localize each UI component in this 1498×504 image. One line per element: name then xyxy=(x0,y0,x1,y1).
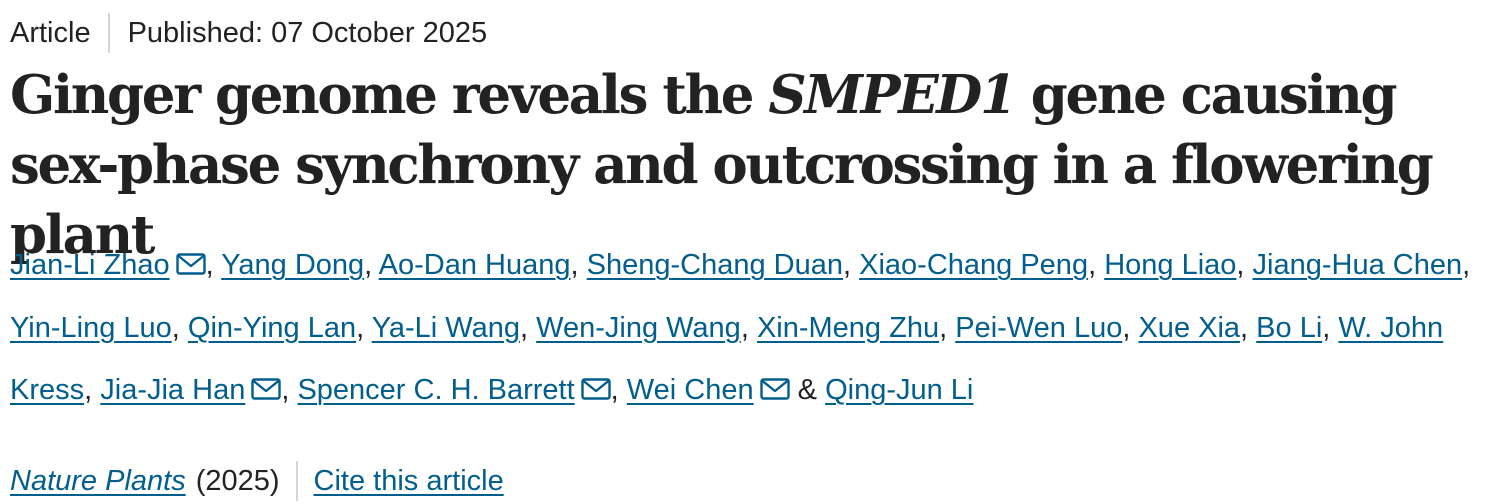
mail-icon[interactable] xyxy=(175,253,206,275)
title-gene-name: SMPED1 xyxy=(768,64,1017,126)
author-separator: , xyxy=(171,311,188,344)
author-link[interactable]: Bo Li xyxy=(1256,311,1323,344)
author-separator: , xyxy=(1236,249,1253,281)
author-separator: , xyxy=(1088,249,1105,281)
author-link[interactable]: Hong Liao xyxy=(1104,249,1237,281)
publication-year: (2025) xyxy=(195,465,280,497)
author-link[interactable]: Jian-Li Zhao xyxy=(10,249,170,281)
cite-article-link[interactable]: Cite this article xyxy=(313,465,504,497)
author-separator: , xyxy=(843,249,860,281)
author-link[interactable]: Sheng-Chang Duan xyxy=(586,249,843,281)
author-link[interactable]: Wei Chen xyxy=(626,374,754,406)
author-separator: , xyxy=(570,249,587,281)
author-separator: , xyxy=(364,249,379,281)
author-link[interactable]: Xue Xia xyxy=(1138,311,1241,344)
author-link[interactable]: Ya-Li Wang xyxy=(371,311,520,344)
author-link[interactable]: Wen-Jing Wang xyxy=(536,311,741,344)
author-link[interactable]: Pei-Wen Luo xyxy=(955,311,1123,344)
author-separator: , xyxy=(205,249,222,281)
mail-icon[interactable] xyxy=(759,378,790,400)
author-separator: , xyxy=(939,311,956,344)
author-separator: , xyxy=(1240,311,1257,344)
author-link[interactable]: Spencer C. H. Barrett xyxy=(297,374,575,406)
journal-link[interactable]: Nature Plants xyxy=(10,465,186,497)
author-separator: , xyxy=(610,374,627,406)
author-link[interactable]: Xiao-Chang Peng xyxy=(859,249,1089,281)
mail-icon[interactable] xyxy=(580,378,611,400)
author-separator: , xyxy=(84,374,101,406)
author-link[interactable]: Jiang-Hua Chen xyxy=(1252,249,1463,281)
author-separator: , xyxy=(740,311,757,344)
citation-divider xyxy=(295,461,298,501)
author-list: Jian-Li Zhao, Yang Dong, Ao-Dan Huang, S… xyxy=(10,234,1492,422)
article-type: Article xyxy=(10,17,91,49)
author-separator: & xyxy=(789,374,826,406)
author-link[interactable]: Qin-Ying Lan xyxy=(187,311,357,344)
meta-divider xyxy=(107,13,110,53)
article-title: Ginger genome reveals the SMPED1 gene ca… xyxy=(10,60,1480,270)
author-separator: , xyxy=(519,311,537,344)
title-text-after: gene causing sex-phase synchrony and out… xyxy=(10,64,1434,266)
title-text-before: Ginger genome reveals the xyxy=(10,64,769,126)
author-link[interactable]: Xin-Meng Zhu xyxy=(756,311,940,344)
author-separator: , xyxy=(281,374,298,406)
citation-row: Nature Plants (2025) Cite this article xyxy=(10,461,504,501)
author-separator: , xyxy=(1322,311,1339,344)
published-date: Published: 07 October 2025 xyxy=(127,17,488,49)
author-link[interactable]: Yang Dong xyxy=(221,249,365,281)
author-separator: , xyxy=(356,311,372,344)
author-link[interactable]: Jia-Jia Han xyxy=(100,374,246,406)
author-link[interactable]: W. John Kress xyxy=(10,311,1444,407)
author-link[interactable]: Yin-Ling Luo xyxy=(10,311,172,344)
author-separator: , xyxy=(1122,311,1139,344)
article-meta: Article Published: 07 October 2025 xyxy=(10,13,487,53)
author-separator: , xyxy=(1462,249,1471,281)
author-link[interactable]: Ao-Dan Huang xyxy=(378,249,571,281)
mail-icon[interactable] xyxy=(251,378,282,400)
author-link[interactable]: Qing-Jun Li xyxy=(825,374,974,406)
